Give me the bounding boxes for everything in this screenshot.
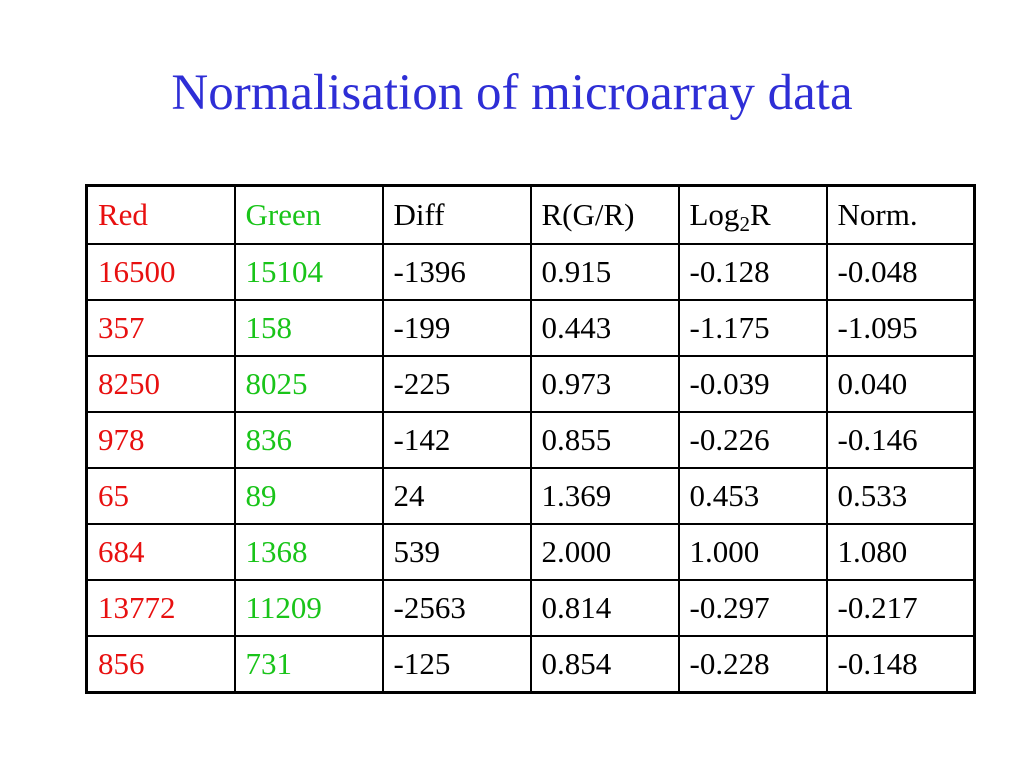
cell-green: 1368 <box>233 523 384 581</box>
header-log-subscript: 2 <box>739 212 750 236</box>
cell-log2r: 0.453 <box>677 467 828 525</box>
cell-norm: -0.146 <box>825 411 976 469</box>
cell-ratio: 0.443 <box>529 299 680 357</box>
cell-green: 8025 <box>233 355 384 413</box>
cell-norm: -0.217 <box>825 579 976 637</box>
table-row: 978 836 -142 0.855 -0.226 -0.146 <box>85 411 976 469</box>
cell-ratio: 2.000 <box>529 523 680 581</box>
cell-norm: 1.080 <box>825 523 976 581</box>
header-green: Green <box>233 184 384 245</box>
table-body: Red Green Diff R(G/R) Log2R Norm. 16500 1… <box>85 184 976 694</box>
header-green-label: Green <box>245 197 322 232</box>
cell-red: 13772 <box>85 579 236 637</box>
cell-diff: 539 <box>381 523 532 581</box>
cell-ratio: 0.855 <box>529 411 680 469</box>
table-row: 65 89 24 1.369 0.453 0.533 <box>85 467 976 525</box>
cell-log2r: 1.000 <box>677 523 828 581</box>
cell-diff: -225 <box>381 355 532 413</box>
header-diff-label: Diff <box>393 197 445 232</box>
cell-norm: 0.040 <box>825 355 976 413</box>
table-row: 8250 8025 -225 0.973 -0.039 0.040 <box>85 355 976 413</box>
cell-diff: -199 <box>381 299 532 357</box>
header-norm-label: Norm. <box>837 197 918 232</box>
cell-green: 836 <box>233 411 384 469</box>
table-row: 357 158 -199 0.443 -1.175 -1.095 <box>85 299 976 357</box>
header-log-suffix: R <box>749 197 771 232</box>
cell-green: 11209 <box>233 579 384 637</box>
cell-norm: -0.148 <box>825 635 976 694</box>
slide-title: Normalisation of microarray data <box>171 65 853 121</box>
cell-green: 89 <box>233 467 384 525</box>
table-row: 13772 11209 -2563 0.814 -0.297 -0.217 <box>85 579 976 637</box>
header-ratio-label: R(G/R) <box>541 197 635 232</box>
cell-norm: -0.048 <box>825 243 976 301</box>
table-row: 16500 15104 -1396 0.915 -0.128 -0.048 <box>85 243 976 301</box>
header-norm: Norm. <box>825 184 976 245</box>
header-red-label: Red <box>98 197 148 232</box>
cell-red: 357 <box>85 299 236 357</box>
cell-norm: 0.533 <box>825 467 976 525</box>
cell-log2r: -0.039 <box>677 355 828 413</box>
cell-norm: -1.095 <box>825 299 976 357</box>
cell-green: 731 <box>233 635 384 694</box>
header-ratio: R(G/R) <box>529 184 680 245</box>
cell-red: 978 <box>85 411 236 469</box>
cell-log2r: -0.228 <box>677 635 828 694</box>
cell-ratio: 0.814 <box>529 579 680 637</box>
cell-log2r: -1.175 <box>677 299 828 357</box>
table-row: 856 731 -125 0.854 -0.228 -0.148 <box>85 635 976 694</box>
header-log2r: Log2R <box>677 184 828 245</box>
cell-red: 8250 <box>85 355 236 413</box>
table-header-row: Red Green Diff R(G/R) Log2R Norm. <box>85 184 976 245</box>
cell-diff: -1396 <box>381 243 532 301</box>
cell-red: 684 <box>85 523 236 581</box>
cell-log2r: -0.226 <box>677 411 828 469</box>
header-red: Red <box>85 184 236 245</box>
cell-green: 15104 <box>233 243 384 301</box>
header-diff: Diff <box>381 184 532 245</box>
cell-diff: 24 <box>381 467 532 525</box>
cell-ratio: 0.854 <box>529 635 680 694</box>
cell-log2r: -0.128 <box>677 243 828 301</box>
microarray-data-table: Red Green Diff R(G/R) Log2R Norm. 16500 1… <box>85 184 976 694</box>
table-row: 684 1368 539 2.000 1.000 1.080 <box>85 523 976 581</box>
header-log-base: Log <box>689 197 740 232</box>
cell-ratio: 0.973 <box>529 355 680 413</box>
cell-diff: -125 <box>381 635 532 694</box>
cell-red: 65 <box>85 467 236 525</box>
cell-red: 16500 <box>85 243 236 301</box>
cell-diff: -2563 <box>381 579 532 637</box>
cell-red: 856 <box>85 635 236 694</box>
cell-ratio: 1.369 <box>529 467 680 525</box>
cell-log2r: -0.297 <box>677 579 828 637</box>
cell-ratio: 0.915 <box>529 243 680 301</box>
cell-diff: -142 <box>381 411 532 469</box>
cell-green: 158 <box>233 299 384 357</box>
